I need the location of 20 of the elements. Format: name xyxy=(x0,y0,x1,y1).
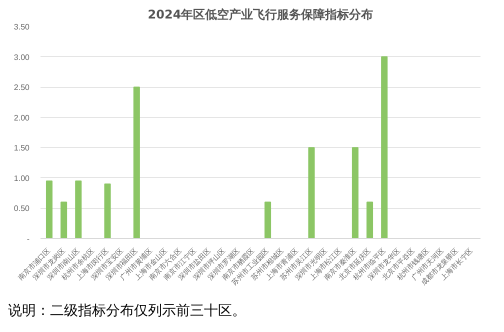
bar xyxy=(352,147,358,238)
y-tick-label: - xyxy=(26,234,30,244)
bar xyxy=(104,183,111,238)
bar xyxy=(308,147,315,238)
y-tick-label: 2.50 xyxy=(14,83,30,92)
y-tick-label: 2.00 xyxy=(14,113,30,122)
chart-title: 2024年区低空产业飞行服务保障指标分布 xyxy=(148,8,374,22)
y-tick-label: 1.50 xyxy=(14,144,30,153)
bar xyxy=(366,202,374,238)
bar xyxy=(75,180,82,238)
bar xyxy=(133,86,140,238)
bar xyxy=(381,56,388,238)
y-tick-label: 1.00 xyxy=(14,174,30,183)
y-tick-label: 3.50 xyxy=(14,22,30,32)
y-tick-label: 0.50 xyxy=(14,204,30,214)
bar xyxy=(264,202,272,238)
bar xyxy=(60,202,68,238)
text: 说明：二级指标分布仅列示前三十区。 xyxy=(8,302,246,321)
bar xyxy=(46,180,53,238)
y-tick-label: 3.00 xyxy=(14,52,30,62)
